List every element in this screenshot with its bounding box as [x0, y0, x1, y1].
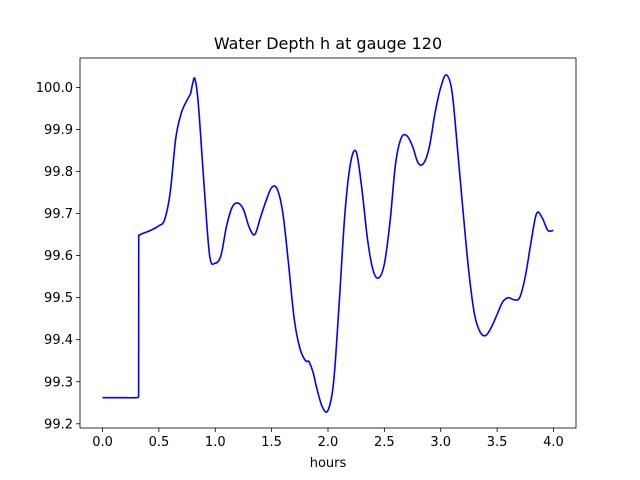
- y-tick-label: 99.8: [44, 165, 73, 180]
- y-tick-label: 99.7: [44, 207, 73, 222]
- plot-frame: [79, 57, 577, 429]
- x-tick-label: 2.5: [374, 435, 395, 450]
- x-tick-label: 3.5: [487, 435, 508, 450]
- x-axis-label: hours: [310, 456, 347, 471]
- y-tick-label: 99.6: [44, 249, 73, 264]
- x-axis: 0.0 0.5 1.0 1.5 2.0 2.5 3.0 3.5 4.0: [92, 428, 564, 450]
- x-tick-label: 2.0: [318, 435, 339, 450]
- x-tick-label: 0.5: [149, 435, 170, 450]
- y-tick-label: 99.4: [44, 333, 73, 348]
- y-tick-label: 99.9: [44, 123, 73, 138]
- x-tick-label: 1.5: [261, 435, 282, 450]
- y-tick-label: 99.3: [44, 375, 73, 390]
- y-tick-label: 99.5: [44, 291, 73, 306]
- y-tick-label: 99.2: [44, 417, 73, 432]
- chart-title: Water Depth h at gauge 120: [214, 34, 442, 53]
- x-tick-label: 3.0: [430, 435, 451, 450]
- plot-area: [102, 74, 554, 413]
- x-tick-label: 0.0: [92, 435, 113, 450]
- x-tick-label: 4.0: [543, 435, 564, 450]
- x-tick-label: 1.0: [205, 435, 226, 450]
- y-tick-label: 100.0: [36, 81, 73, 96]
- y-axis: 99.2 99.3 99.4 99.5 99.6 99.7 99.8 99.9 100.0: [36, 81, 80, 432]
- water-depth-line: [102, 74, 554, 413]
